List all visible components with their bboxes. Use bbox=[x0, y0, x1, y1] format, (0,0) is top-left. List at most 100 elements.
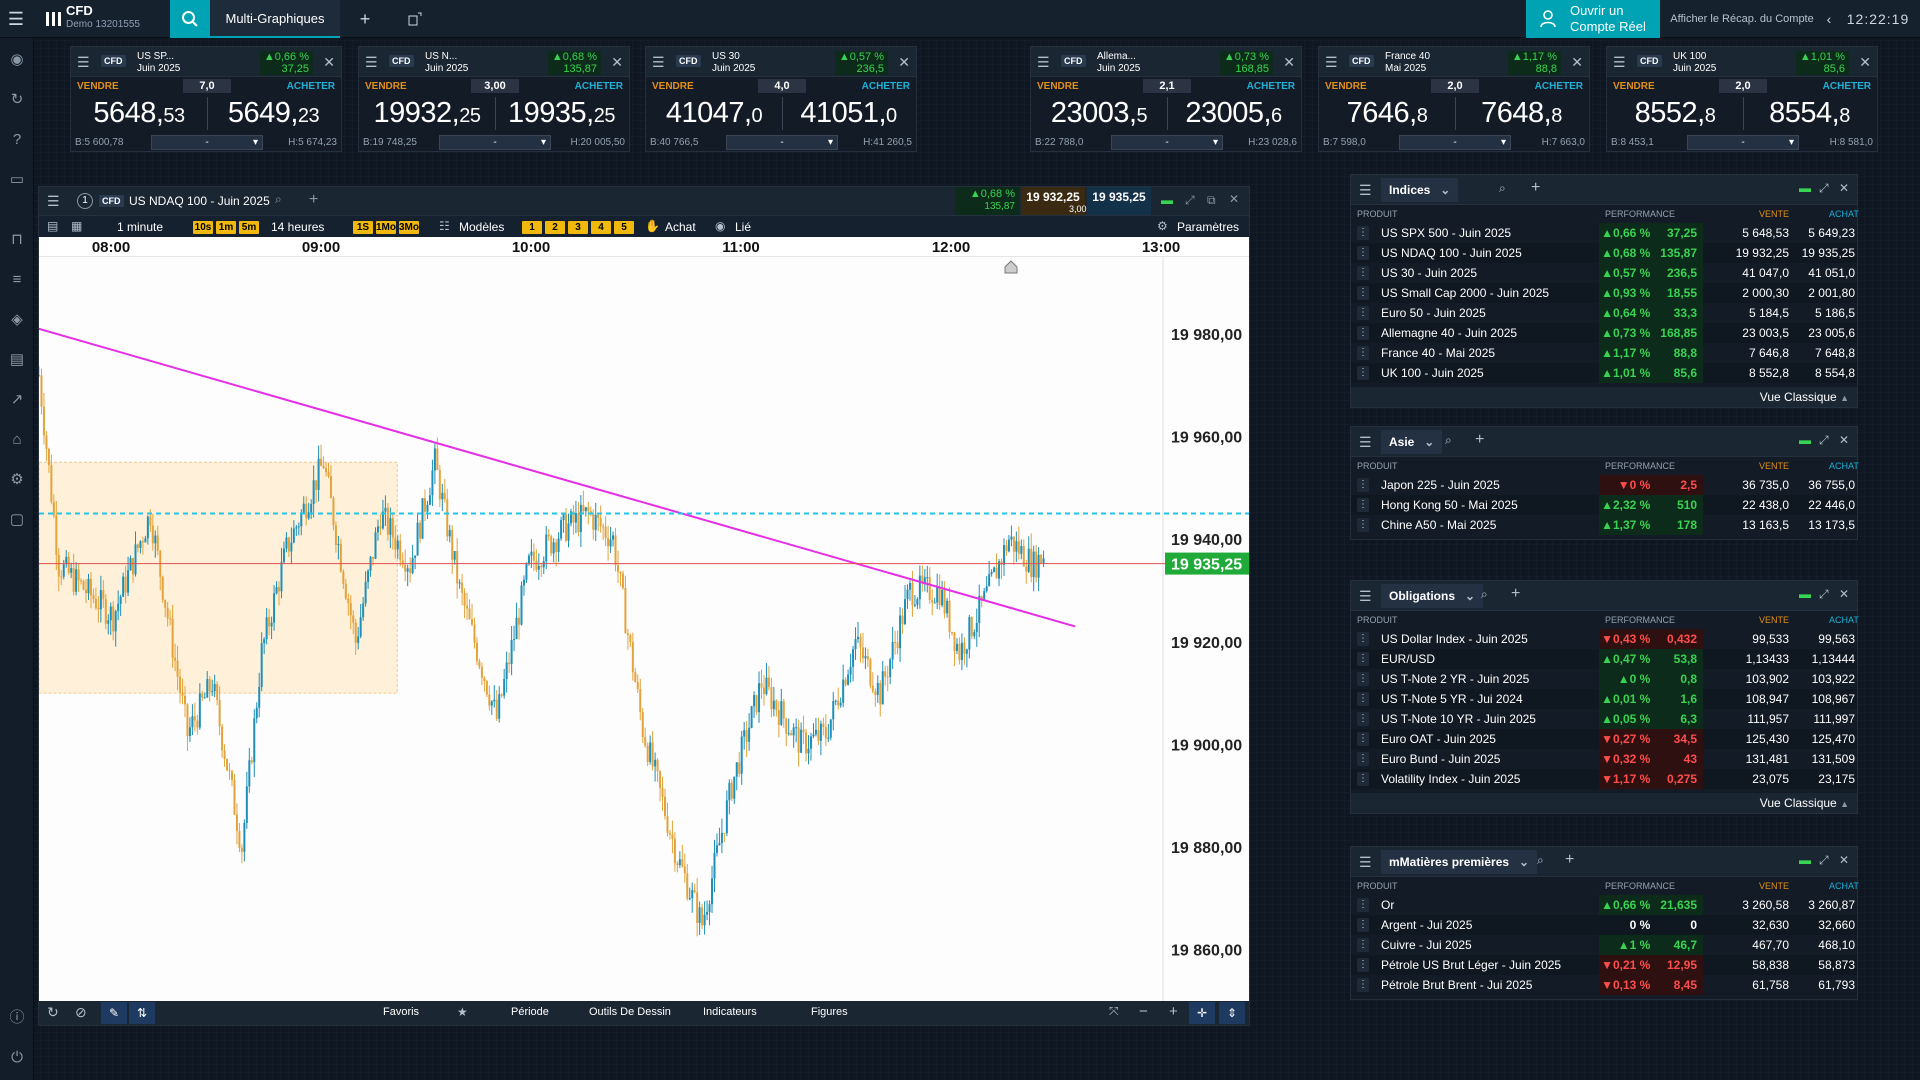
list-icon[interactable]: ≡ bbox=[12, 271, 22, 288]
chip-1m[interactable]: 1m bbox=[216, 221, 236, 234]
table-row[interactable]: ⋮ Japon 225 - Juin 2025 ▼0 % 2,5 36 735,0 36… bbox=[1351, 475, 1857, 495]
table-row[interactable]: ⋮ UK 100 - Juin 2025 ▲1,01 % 85,6 8 552,8 8 … bbox=[1351, 363, 1857, 383]
chart-title[interactable]: US NDAQ 100 - Juin 2025 bbox=[129, 194, 270, 208]
row-buy-price[interactable]: 111,997 bbox=[1813, 712, 1855, 726]
table-row[interactable]: ⋮ Euro OAT - Juin 2025 ▼0,27 % 34,5 125,430… bbox=[1351, 729, 1857, 749]
table-row[interactable]: ⋮ Or ▲0,66 % 21,635 3 260,58 3 260,87 bbox=[1351, 895, 1857, 915]
row-menu-icon[interactable]: ⋮ bbox=[1357, 518, 1369, 532]
col-buy[interactable]: ACHAT bbox=[1829, 461, 1859, 471]
color-tag-icon[interactable]: ▬ bbox=[1161, 193, 1173, 207]
expand-icon[interactable]: ⤢ bbox=[1819, 181, 1829, 195]
row-buy-price[interactable]: 108,967 bbox=[1811, 692, 1855, 706]
ticket-menu-icon[interactable]: ☰ bbox=[77, 54, 90, 70]
classic-view-button[interactable]: Vue Classique bbox=[1759, 796, 1837, 810]
col-product[interactable]: PRODUIT bbox=[1357, 615, 1398, 625]
ticket-menu-icon[interactable]: ☰ bbox=[1325, 54, 1338, 70]
col-sell[interactable]: VENTE bbox=[1759, 615, 1790, 625]
ticket-instrument[interactable]: US 30 Juin 2025 bbox=[712, 51, 756, 74]
row-menu-icon[interactable]: ⋮ bbox=[1357, 652, 1369, 666]
row-buy-price[interactable]: 13 173,5 bbox=[1808, 518, 1855, 532]
row-menu-icon[interactable]: ⋮ bbox=[1357, 978, 1369, 992]
row-sell-price[interactable]: 8 552,8 bbox=[1748, 366, 1789, 380]
row-buy-price[interactable]: 1,13444 bbox=[1811, 652, 1855, 666]
star-icon[interactable]: ★ bbox=[457, 1005, 468, 1019]
row-sell-price[interactable]: 5 648,53 bbox=[1742, 226, 1789, 240]
ticket-menu-icon[interactable]: ☰ bbox=[1613, 54, 1626, 70]
row-buy-price[interactable]: 23,175 bbox=[1818, 772, 1855, 786]
row-sell-price[interactable]: 23 003,5 bbox=[1742, 326, 1789, 340]
period-select[interactable]: 14 heures bbox=[271, 220, 325, 234]
table-row[interactable]: ⋮ Pétrole US Brut Léger - Juin 2025 ▼0,21 … bbox=[1351, 955, 1857, 975]
close-icon[interactable]: ✕ bbox=[611, 54, 623, 70]
row-sell-price[interactable]: 22 438,0 bbox=[1742, 498, 1789, 512]
col-sell[interactable]: VENTE bbox=[1759, 881, 1790, 891]
col-sell[interactable]: VENTE bbox=[1759, 461, 1790, 471]
tab-multi-graphiques[interactable]: Multi-Graphiques bbox=[210, 0, 340, 38]
close-icon[interactable]: ✕ bbox=[1229, 192, 1240, 206]
table-row[interactable]: ⋮ EUR/USD ▲0,47 % 53,8 1,13433 1,13444 bbox=[1351, 649, 1857, 669]
popout-icon[interactable]: ⧉ bbox=[1207, 193, 1216, 207]
row-sell-price[interactable]: 99,533 bbox=[1752, 632, 1789, 646]
search-icon[interactable]: ⌕ bbox=[275, 192, 282, 206]
sell-price-button[interactable]: 8552,8 bbox=[1634, 97, 1716, 129]
row-sell-price[interactable]: 3 260,58 bbox=[1742, 898, 1789, 912]
ticket-instrument[interactable]: US N... Juin 2025 bbox=[425, 51, 469, 74]
sell-price-button[interactable]: 5648,53 bbox=[93, 97, 185, 129]
table-row[interactable]: ⋮ US Small Cap 2000 - Juin 2025 ▲0,93 % 18… bbox=[1351, 283, 1857, 303]
row-sell-price[interactable]: 2 000,30 bbox=[1742, 286, 1789, 300]
ticket-menu-icon[interactable]: ☰ bbox=[652, 54, 665, 70]
table-row[interactable]: ⋮ Euro Bund - Juin 2025 ▼0,32 % 43 131,481 1… bbox=[1351, 749, 1857, 769]
achat-button[interactable]: Achat bbox=[665, 220, 696, 234]
col-performance[interactable]: PERFORMANCE bbox=[1605, 615, 1676, 625]
row-buy-price[interactable]: 103,922 bbox=[1811, 672, 1855, 686]
row-sell-price[interactable]: 13 163,5 bbox=[1742, 518, 1789, 532]
arrows-icon[interactable]: ⇅ bbox=[129, 1002, 155, 1024]
buy-price-button[interactable]: 23005,6 bbox=[1167, 97, 1299, 130]
settings-icon[interactable]: ⚙ bbox=[10, 471, 24, 488]
parameters-button[interactable]: Paramètres bbox=[1177, 220, 1240, 234]
row-menu-icon[interactable]: ⋮ bbox=[1357, 918, 1369, 932]
chip-1Mo[interactable]: 1Mo bbox=[376, 221, 396, 234]
col-sell[interactable]: VENTE bbox=[1759, 209, 1790, 219]
folder-icon[interactable]: ▢ bbox=[9, 511, 25, 528]
row-buy-price[interactable]: 125,470 bbox=[1811, 732, 1855, 746]
classic-view-button[interactable]: Vue Classique bbox=[1759, 390, 1837, 404]
chart-plot-area[interactable]: 19 980,00 19 960,00 19 940,00 19 920,00 19 9… bbox=[38, 257, 1249, 1001]
row-sell-price[interactable]: 32,630 bbox=[1752, 918, 1789, 932]
lie-button[interactable]: Lié bbox=[735, 220, 752, 234]
color-tag-icon[interactable]: ▬ bbox=[1799, 853, 1811, 867]
row-sell-price[interactable]: 23,075 bbox=[1752, 772, 1789, 786]
row-buy-price[interactable]: 8 554,8 bbox=[1814, 366, 1855, 380]
fit-icon[interactable]: ⤧ bbox=[1109, 1004, 1119, 1018]
add-tab-icon[interactable]: + bbox=[359, 8, 371, 29]
row-menu-icon[interactable]: ⋮ bbox=[1357, 752, 1369, 766]
add-icon[interactable]: + bbox=[1475, 431, 1485, 448]
row-sell-price[interactable]: 103,902 bbox=[1745, 672, 1789, 686]
reset-icon[interactable]: ↻ bbox=[47, 1004, 59, 1020]
education-icon[interactable]: ⌂ bbox=[12, 431, 22, 448]
col-performance[interactable]: PERFORMANCE bbox=[1605, 881, 1676, 891]
buy-price-button[interactable]: 41051,0 bbox=[782, 97, 914, 130]
close-icon[interactable]: ✕ bbox=[1283, 54, 1295, 70]
chip-3Mo[interactable]: 3Mo bbox=[399, 221, 419, 234]
row-buy-price[interactable]: 36 755,0 bbox=[1808, 478, 1855, 492]
bookmark-icon[interactable]: ⊓ bbox=[11, 231, 23, 248]
row-menu-icon[interactable]: ⋮ bbox=[1357, 672, 1369, 686]
table-row[interactable]: ⋮ US NDAQ 100 - Juin 2025 ▲0,68 % 135,87 19… bbox=[1351, 243, 1857, 263]
chip-10s[interactable]: 10s bbox=[193, 221, 213, 234]
row-sell-price[interactable]: 108,947 bbox=[1745, 692, 1789, 706]
period-button[interactable]: Période bbox=[511, 1006, 549, 1018]
drawing-tools-button[interactable]: Outils De Dessin bbox=[589, 1006, 671, 1018]
row-menu-icon[interactable]: ⋮ bbox=[1357, 246, 1369, 260]
row-sell-price[interactable]: 7 646,8 bbox=[1748, 346, 1789, 360]
panel-menu-icon[interactable]: ☰ bbox=[1359, 434, 1372, 450]
expand-icon[interactable]: ⤢ bbox=[1185, 193, 1195, 207]
row-buy-price[interactable]: 41 051,0 bbox=[1808, 266, 1855, 280]
table-row[interactable]: ⋮ Volatility Index - Juin 2025 ▼1,17 % 0,2… bbox=[1351, 769, 1857, 789]
row-menu-icon[interactable]: ⋮ bbox=[1357, 772, 1369, 786]
row-sell-price[interactable]: 467,70 bbox=[1752, 938, 1789, 952]
chart-line-icon[interactable]: ↗ bbox=[10, 391, 24, 408]
row-buy-price[interactable]: 468,10 bbox=[1818, 938, 1855, 952]
row-buy-price[interactable]: 61,793 bbox=[1818, 978, 1855, 992]
list-icon[interactable]: ▤ bbox=[47, 219, 59, 233]
